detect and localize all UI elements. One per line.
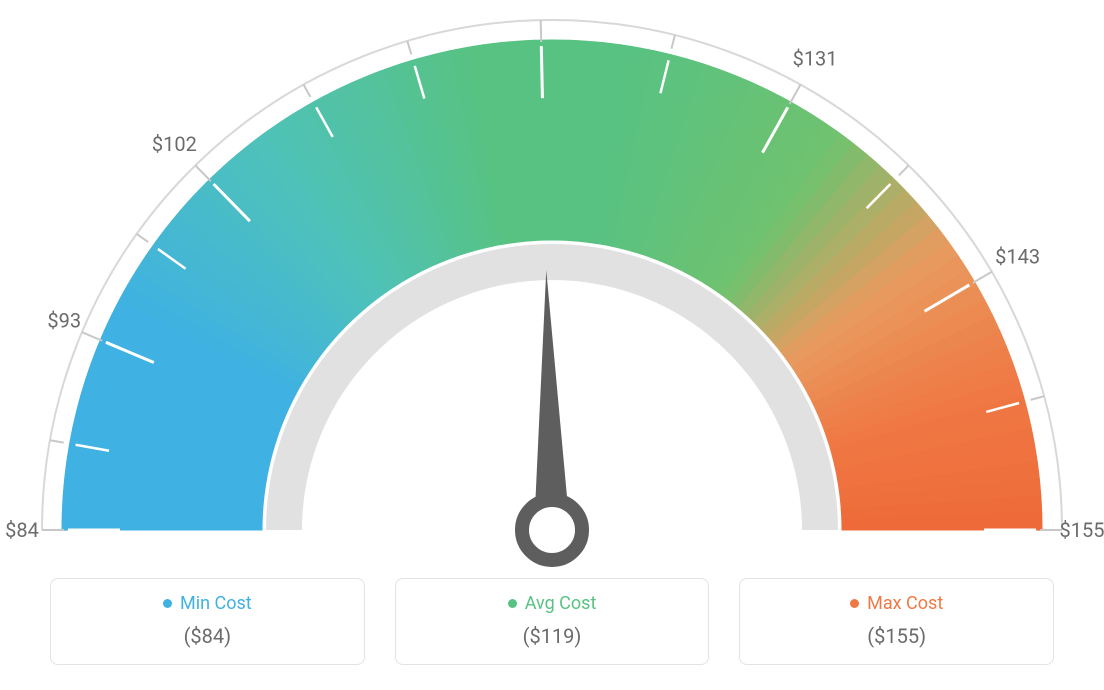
gauge-tick-outer (137, 234, 148, 242)
chart-container: $84 $93 $102 $119 $131 $143 $155 Min Cost ($84)… (0, 0, 1104, 690)
gauge-tick-outer (1031, 396, 1045, 400)
gauge-tick-label: $143 (995, 245, 1040, 269)
gauge-tick-outer (973, 272, 992, 283)
legend-card-max: Max Cost ($155) (739, 578, 1054, 665)
legend-value-max: ($155) (752, 624, 1041, 648)
legend-card-avg: Avg Cost ($119) (395, 578, 710, 665)
gauge-tick-label: $84 (5, 518, 39, 542)
gauge-tick-outer (82, 332, 102, 341)
legend-dot-icon (163, 599, 172, 608)
gauge-tick-label: $102 (152, 132, 197, 156)
gauge-tick-outer (50, 440, 64, 442)
gauge-tick-outer (790, 85, 801, 104)
legend-dot-icon (508, 599, 517, 608)
gauge-tick-outer (407, 41, 411, 54)
legend-title-avg: Avg Cost (408, 593, 697, 614)
gauge-tick-outer (672, 35, 675, 49)
gauge-tick-label: $119 (518, 0, 563, 2)
legend-dot-icon (850, 599, 859, 608)
legend-title-max: Max Cost (752, 593, 1041, 614)
gauge-tick-inner (541, 46, 542, 98)
gauge-tick-outer (899, 165, 909, 175)
gauge-tick-label: $131 (793, 46, 838, 70)
legend-value-min: ($84) (63, 624, 352, 648)
legend-row: Min Cost ($84) Avg Cost ($119) Max Cost ($155… (50, 578, 1054, 665)
gauge-tick-label: $93 (47, 309, 81, 333)
gauge-hub (522, 500, 582, 560)
legend-title-min: Min Cost (63, 593, 352, 614)
gauge-tick-label: $155 (1060, 518, 1104, 542)
legend-card-min: Min Cost ($84) (50, 578, 365, 665)
legend-title-text: Avg Cost (525, 593, 597, 614)
legend-title-text: Min Cost (180, 593, 252, 614)
legend-title-text: Max Cost (867, 593, 943, 614)
gauge-chart: $84 $93 $102 $119 $131 $143 $155 (0, 0, 1104, 575)
gauge-tick-outer (304, 85, 311, 97)
gauge-tick-outer (195, 165, 210, 181)
legend-value-avg: ($119) (408, 624, 697, 648)
